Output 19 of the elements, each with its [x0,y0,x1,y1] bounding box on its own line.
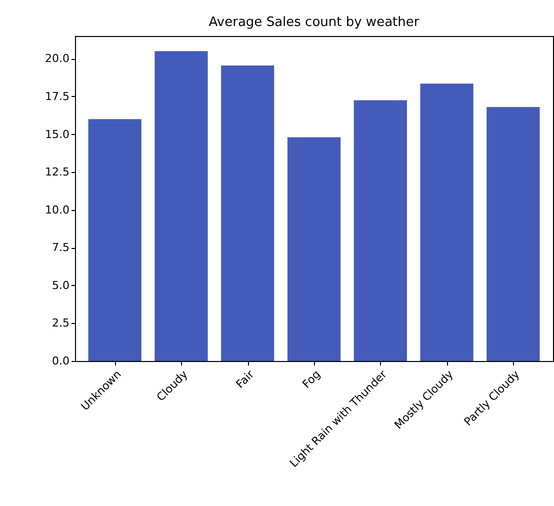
bar [88,119,142,361]
y-tick-label: 0.0 [52,354,70,368]
y-tick-label: 5.0 [52,278,70,292]
bar [486,107,540,361]
bar [221,65,274,361]
y-tick-label: 2.5 [52,316,70,330]
y-tick-label: 10.0 [45,203,70,216]
x-tick-label: Fair [234,367,257,391]
bar [287,137,341,361]
y-tick-label: 17.5 [45,90,70,103]
bar [354,100,407,361]
y-tick-label: 7.5 [52,241,70,254]
x-tick-label: Fog [300,368,323,391]
y-tick-label: 15.0 [45,128,70,141]
chart-title: Average Sales count by weather [208,15,420,30]
bar [154,51,208,361]
y-tick-label: 12.5 [45,166,70,179]
y-tick-label: 20.0 [45,52,70,66]
bar [420,84,474,361]
